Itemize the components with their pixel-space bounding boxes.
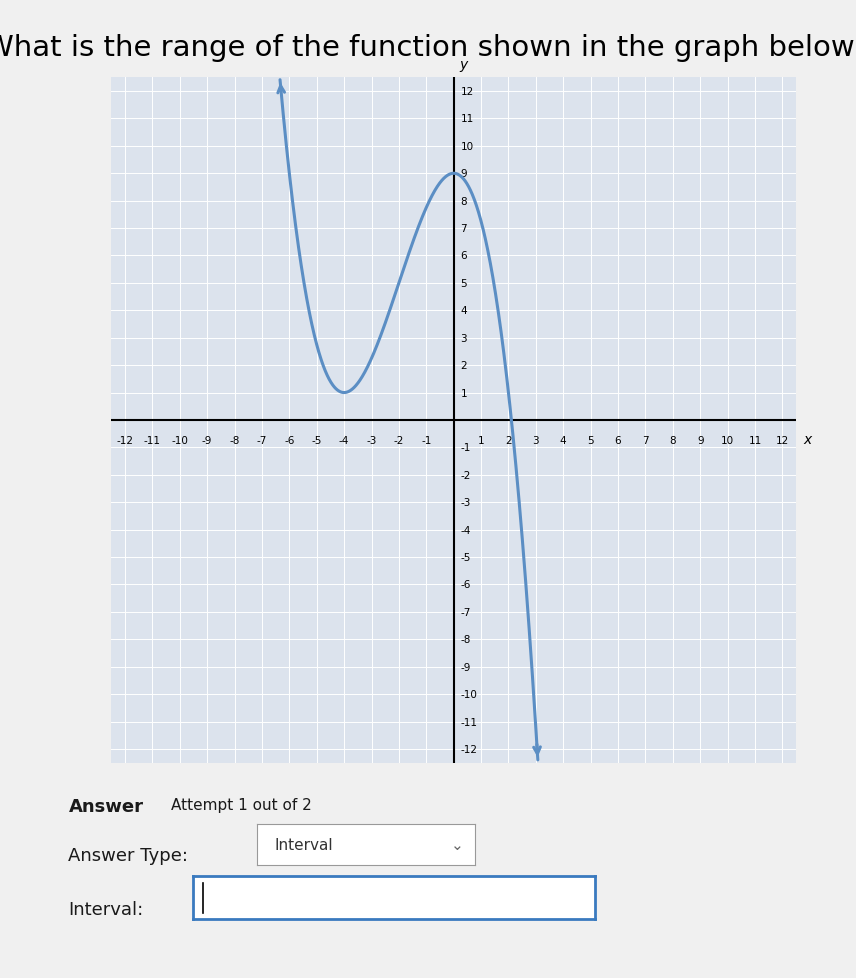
Text: 1: 1 [461, 388, 467, 398]
Text: 2: 2 [461, 361, 467, 371]
Text: -10: -10 [461, 689, 478, 699]
Text: Answer Type:: Answer Type: [68, 846, 188, 864]
Text: 1: 1 [478, 435, 484, 446]
Text: 9: 9 [461, 169, 467, 179]
Text: -3: -3 [461, 498, 471, 508]
Text: 8: 8 [461, 197, 467, 206]
Text: Interval: Interval [274, 837, 333, 853]
Text: -12: -12 [116, 435, 134, 446]
Text: 3: 3 [532, 435, 539, 446]
Text: ⌄: ⌄ [451, 837, 464, 853]
Text: 7: 7 [642, 435, 649, 446]
Text: -11: -11 [461, 717, 478, 727]
Text: -1: -1 [461, 443, 471, 453]
Text: Interval:: Interval: [68, 900, 144, 917]
Text: 10: 10 [721, 435, 734, 446]
Text: 3: 3 [461, 333, 467, 343]
Text: -4: -4 [461, 525, 471, 535]
Text: -10: -10 [171, 435, 188, 446]
Text: 12: 12 [776, 435, 789, 446]
Text: -7: -7 [461, 607, 471, 617]
Text: -8: -8 [461, 635, 471, 645]
Text: y: y [459, 58, 467, 71]
Text: 8: 8 [669, 435, 676, 446]
Text: 11: 11 [461, 114, 473, 124]
Text: 5: 5 [461, 279, 467, 289]
Text: -4: -4 [339, 435, 349, 446]
Text: 5: 5 [587, 435, 594, 446]
Text: 7: 7 [461, 224, 467, 234]
Text: -12: -12 [461, 744, 478, 754]
Text: 2: 2 [505, 435, 512, 446]
Text: 4: 4 [560, 435, 567, 446]
Text: -6: -6 [284, 435, 294, 446]
Text: -11: -11 [144, 435, 161, 446]
Text: Attempt 1 out of 2: Attempt 1 out of 2 [171, 797, 312, 812]
Text: -9: -9 [202, 435, 212, 446]
Text: 12: 12 [461, 87, 473, 97]
Text: -6: -6 [461, 580, 471, 590]
Text: 9: 9 [697, 435, 704, 446]
Text: -3: -3 [366, 435, 377, 446]
Text: 4: 4 [461, 306, 467, 316]
Text: -2: -2 [394, 435, 404, 446]
Text: -9: -9 [461, 662, 471, 672]
Text: 6: 6 [461, 251, 467, 261]
Text: Answer: Answer [68, 797, 144, 815]
Text: 11: 11 [748, 435, 762, 446]
Text: -8: -8 [229, 435, 240, 446]
Text: -1: -1 [421, 435, 431, 446]
Text: -2: -2 [461, 470, 471, 480]
Text: -5: -5 [312, 435, 322, 446]
Text: 6: 6 [615, 435, 621, 446]
Text: What is the range of the function shown in the graph below?: What is the range of the function shown … [0, 34, 856, 63]
Text: -5: -5 [461, 553, 471, 562]
Text: x: x [803, 432, 811, 447]
Text: -7: -7 [257, 435, 267, 446]
Text: 10: 10 [461, 142, 473, 152]
